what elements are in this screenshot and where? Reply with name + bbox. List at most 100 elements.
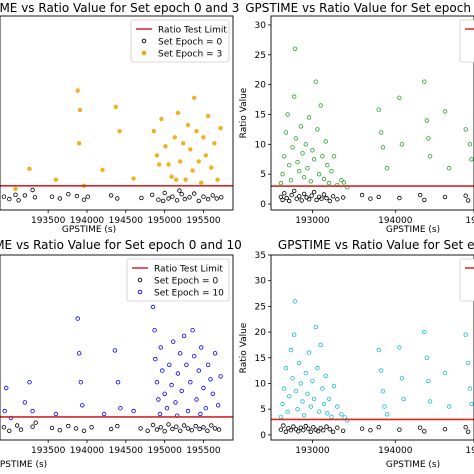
scatter-point: [382, 404, 387, 409]
scatter-point: [218, 374, 223, 379]
scatter-point: [145, 428, 150, 433]
scatter-point: [399, 376, 405, 381]
scatter-point: [397, 95, 402, 100]
scatter-point: [49, 194, 55, 199]
scatter-point: [341, 180, 347, 185]
scatter-point: [194, 128, 199, 134]
scatter-point: [160, 368, 165, 373]
legend-epoch0-label: Set Epoch = 0: [158, 38, 222, 48]
scatter-point: [203, 153, 208, 158]
scatter-point: [85, 194, 90, 199]
scatter-point: [74, 193, 80, 199]
scatter-point: [292, 46, 298, 51]
scatter-point: [293, 389, 299, 394]
panel-top-right-marks: [271, 46, 474, 204]
scatter-point: [203, 406, 208, 411]
scatter-point: [469, 401, 474, 407]
scatter-point: [466, 360, 471, 366]
scatter-point: [442, 427, 448, 432]
panel-bottom-right: GPSTIME vs Ratio Value for Set ep 193000…: [239, 238, 474, 470]
scatter-point: [49, 425, 55, 431]
scatter-point: [376, 194, 381, 200]
scatter-point: [319, 196, 324, 201]
scatter-point: [32, 195, 38, 200]
scatter-point: [313, 79, 318, 84]
x-tick-label: 193500: [31, 446, 66, 456]
scatter-point: [53, 411, 59, 417]
scatter-point: [212, 426, 218, 431]
scatter-point: [324, 195, 329, 201]
y-tick-label: 20: [255, 328, 267, 338]
scatter-point: [281, 423, 286, 428]
scatter-point: [340, 428, 346, 433]
scatter-point: [298, 425, 303, 430]
scatter-point: [301, 413, 307, 418]
scatter-point: [170, 339, 176, 344]
y-tick-label: 15: [255, 354, 266, 364]
scatter-point: [422, 329, 427, 335]
scatter-point: [303, 423, 308, 429]
scatter-point: [315, 365, 320, 371]
x-tick-label: 194000: [70, 446, 105, 456]
panel-top-right: GPSTIME vs Ratio Value for Set epoch 0 a…: [239, 1, 474, 235]
scatter-point: [18, 427, 24, 432]
scatter-point: [131, 408, 136, 414]
scatter-point: [73, 426, 79, 431]
scatter-point: [188, 147, 193, 152]
scatter-point: [183, 177, 188, 182]
scatter-point: [154, 380, 160, 385]
scatter-point: [295, 407, 300, 412]
scatter-point: [13, 186, 18, 191]
scatter-point: [321, 192, 327, 197]
scatter-point: [30, 424, 35, 429]
scatter-point: [329, 168, 334, 174]
legend-epoch3-label: Set Epoch = 3: [158, 50, 222, 60]
scatter-point: [301, 174, 307, 180]
scatter-point: [327, 427, 332, 432]
scatter-point: [296, 429, 301, 434]
scatter-point: [326, 180, 332, 186]
panel-bottom-right-xticks: 193000 194000 194: [295, 440, 474, 456]
scatter-point: [174, 198, 180, 203]
scatter-point: [368, 196, 373, 201]
scatter-point: [318, 103, 323, 108]
scatter-point: [278, 414, 284, 420]
scatter-point: [158, 425, 163, 430]
scatter-point: [166, 162, 171, 167]
scatter-point: [280, 171, 285, 177]
scatter-point: [30, 408, 35, 414]
scatter-point: [169, 382, 174, 388]
scatter-point: [426, 136, 431, 141]
panel-top-left-marks: [0, 88, 233, 204]
scatter-point: [298, 381, 303, 386]
scatter-point: [170, 426, 175, 432]
scatter-point: [205, 428, 210, 433]
scatter-point: [33, 420, 38, 425]
scatter-point: [320, 154, 325, 159]
scatter-point: [163, 144, 168, 149]
scatter-point: [138, 426, 143, 431]
scatter-point: [287, 162, 292, 168]
scatter-point: [376, 425, 381, 430]
scatter-point: [177, 159, 183, 164]
scatter-point: [417, 192, 423, 198]
scatter-point: [157, 411, 163, 417]
scatter-point: [325, 162, 330, 168]
scatter-point: [181, 333, 187, 339]
scatter-point: [196, 159, 201, 164]
scatter-point: [463, 425, 468, 430]
y-tick-label: 5: [260, 405, 266, 415]
scatter-point: [292, 299, 298, 304]
scatter-point: [3, 385, 9, 391]
scatter-point: [212, 351, 218, 356]
scatter-point: [326, 396, 332, 402]
scatter-point: [27, 380, 32, 385]
legend-frame: [126, 258, 230, 302]
x-tick-label: 195000: [147, 216, 182, 226]
scatter-point: [177, 351, 183, 356]
legend-epoch3-marker: [141, 50, 147, 56]
scatter-point: [201, 425, 206, 430]
y-tick-label: 25: [255, 302, 266, 312]
scatter-point: [292, 332, 297, 337]
scatter-point: [80, 403, 85, 408]
